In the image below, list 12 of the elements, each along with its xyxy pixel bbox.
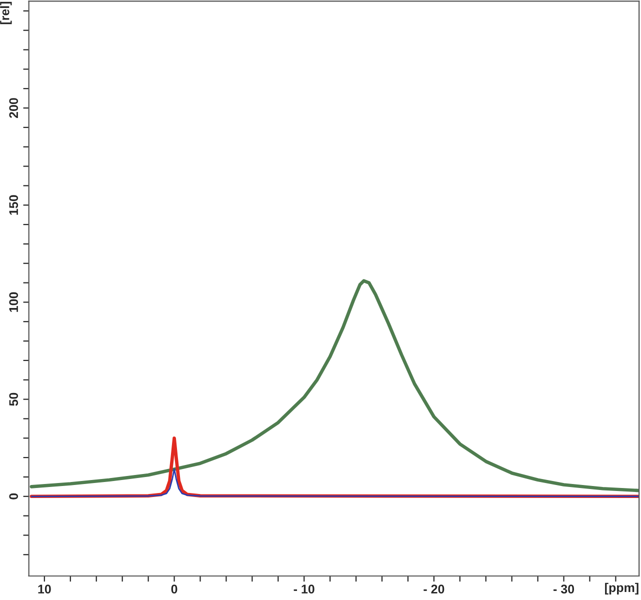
- y-tick-label: 100: [9, 292, 18, 312]
- x-tick-label: - 10: [294, 584, 314, 594]
- x-axis-title: [ppm]: [605, 582, 638, 595]
- x-tick-label: 0: [171, 584, 178, 594]
- y-tick-label: 200: [9, 98, 18, 118]
- y-tick-label: 150: [9, 195, 18, 215]
- x-tick-label: 10: [38, 584, 51, 594]
- y-tick-label: 50: [9, 392, 18, 406]
- x-tick-label: - 30: [553, 584, 574, 594]
- y-axis-title: [rel]: [0, 2, 12, 24]
- x-tick-label: - 20: [424, 584, 444, 594]
- y-tick-label: 0: [9, 493, 18, 500]
